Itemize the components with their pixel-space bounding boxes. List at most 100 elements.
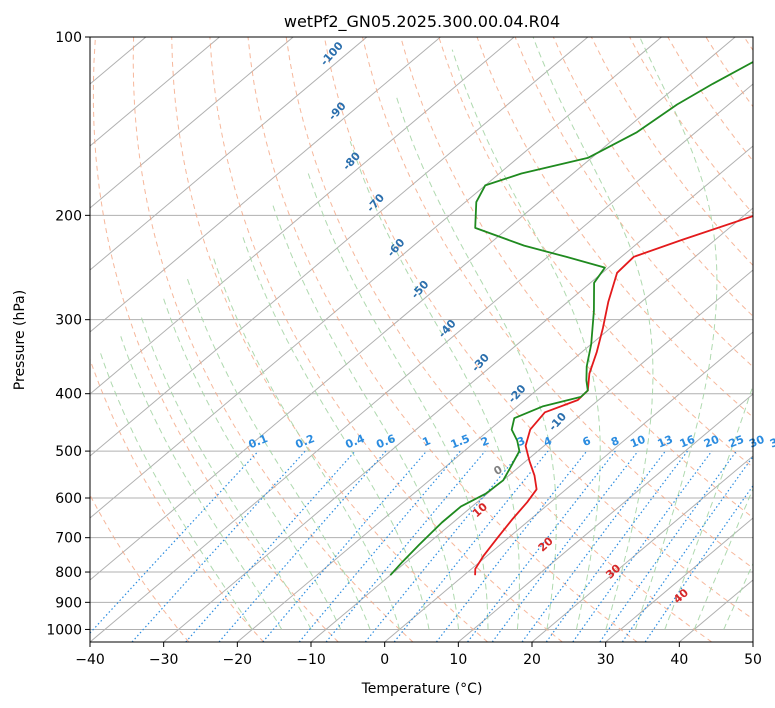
- y-axis-title: Pressure (hPa): [12, 290, 28, 390]
- dry-adiabat-label: -60: [385, 236, 408, 260]
- mixing-ratio-line: [521, 450, 666, 642]
- mixing-ratio-line: [131, 450, 306, 642]
- y-tick-label: 100: [55, 30, 82, 46]
- dry-adiabat-line: [667, 37, 753, 162]
- isotherm-line: [90, 37, 220, 147]
- dewpoint-line: [389, 60, 753, 576]
- isotherm-line: [384, 331, 753, 642]
- moist-adiabat-line: [752, 628, 753, 630]
- moist-adiabat-line: [271, 201, 459, 630]
- mixing-ratio-line: [644, 484, 753, 642]
- background-lines: [0, 37, 753, 642]
- moist-adiabat-line: [451, 49, 601, 630]
- moist-adiabat-line: [99, 351, 253, 630]
- y-tick-label: 1000: [46, 622, 82, 638]
- dry-adiabat-line: [514, 37, 753, 368]
- dry-adiabat-label: -90: [326, 99, 349, 123]
- x-tick-label: 20: [523, 652, 541, 668]
- dry-adiabat-line: [552, 37, 753, 317]
- mixing-ratio-line: [435, 450, 588, 642]
- mixing-ratio-label: 8: [609, 434, 621, 449]
- moist-adiabat-line: [532, 37, 654, 630]
- dry-adiabat-line: [705, 37, 753, 108]
- mixing-ratio-line: [185, 450, 356, 642]
- mixing-ratio-line: [621, 455, 753, 642]
- moist-adiabat-line: [186, 277, 371, 630]
- dry-adiabat-line: [285, 37, 712, 642]
- mixing-ratio-label: 30: [747, 433, 766, 451]
- moist-adiabat-line: [723, 562, 753, 630]
- isotherm-line: [752, 641, 753, 642]
- mixing-ratio-line: [572, 450, 713, 642]
- isotherm-line: [90, 37, 368, 271]
- moist-adiabat-label: 30: [603, 561, 623, 581]
- mixing-ratio-label: 0.4: [344, 432, 367, 451]
- y-tick-label: 900: [55, 595, 82, 611]
- mixing-ratio-label: 2: [479, 434, 491, 449]
- mixing-ratio-label: 1: [420, 434, 432, 449]
- y-tick-label: 700: [55, 531, 82, 547]
- x-tick-label: 10: [449, 652, 467, 668]
- mixing-ratio-label: 20: [702, 433, 721, 451]
- isotherm-line: [90, 37, 736, 581]
- chart-title: wetPf2_GN05.2025.300.00.04.R04: [284, 12, 560, 32]
- mixing-ratio-line: [491, 450, 639, 642]
- x-tick-label: −10: [296, 652, 326, 668]
- dry-adiabat-label: -20: [506, 382, 529, 406]
- dry-adiabat-line: [132, 37, 414, 642]
- dry-adiabat-line: [247, 37, 638, 642]
- dry-adiabat-label: -70: [364, 191, 387, 215]
- temperature-line: [474, 215, 753, 576]
- mixing-ratio-label: 10: [628, 433, 647, 451]
- y-tick-label: 300: [55, 313, 82, 329]
- dry-adiabat-line: [209, 37, 563, 642]
- mixing-ratio-line: [218, 450, 387, 642]
- dry-adiabat-label: -10: [546, 410, 569, 434]
- x-tick-label: 0: [380, 652, 389, 668]
- dry-adiabat-line: [743, 37, 753, 52]
- mixing-ratio-line: [298, 450, 461, 642]
- x-axis-title: Temperature (°C): [361, 681, 483, 697]
- y-tick-label: 800: [55, 565, 82, 581]
- dry-adiabat-line: [90, 358, 264, 642]
- zero-label: 0: [492, 463, 505, 478]
- mixing-ratio-label: 6: [581, 434, 593, 449]
- moist-adiabat-line: [140, 315, 312, 630]
- y-tick-label: 400: [55, 387, 82, 403]
- mixing-ratio-label: 3: [515, 434, 527, 449]
- isotherm-line: [90, 37, 589, 457]
- mixing-ratio-line: [545, 450, 688, 642]
- isotherm-line: [90, 37, 662, 519]
- dry-adiabat-line: [92, 37, 339, 642]
- mixing-ratio-label: 0.2: [294, 432, 317, 451]
- x-tick-label: 50: [744, 652, 762, 668]
- x-tick-label: −40: [75, 652, 105, 668]
- moist-adiabat-line: [120, 336, 283, 630]
- isotherm-line: [90, 37, 441, 333]
- x-tick-label: 30: [597, 652, 615, 668]
- y-tick-label: 500: [55, 444, 82, 460]
- y-tick-label: 200: [55, 208, 82, 224]
- isotherm-line: [458, 393, 753, 642]
- isotherm-line: [90, 37, 515, 395]
- dry-adiabat-line: [323, 37, 753, 620]
- mixing-ratio-line: [393, 450, 549, 642]
- moist-adiabat-line: [349, 141, 520, 630]
- mixing-ratio-label: 1.5: [449, 432, 472, 451]
- moist-adiabat-line: [664, 383, 753, 630]
- x-tick-label: −30: [149, 652, 179, 668]
- mixing-ratio-label: 0.1: [247, 432, 270, 451]
- y-tick-label: 600: [55, 491, 82, 507]
- sounding-series: [389, 60, 753, 576]
- mixing-ratio-label: 13: [656, 433, 675, 451]
- isotherm-line: [0, 37, 72, 642]
- mixing-ratio-line: [325, 450, 486, 642]
- isotherm-line: [531, 455, 753, 642]
- moist-adiabat-line: [307, 173, 489, 630]
- mixing-ratio-line: [90, 450, 259, 634]
- x-tick-label: 40: [670, 652, 688, 668]
- plot-frame: [89, 36, 754, 643]
- mixing-ratio-label: 36: [768, 433, 775, 451]
- moist-adiabat-line: [162, 297, 342, 630]
- isotherm-line: [90, 83, 753, 642]
